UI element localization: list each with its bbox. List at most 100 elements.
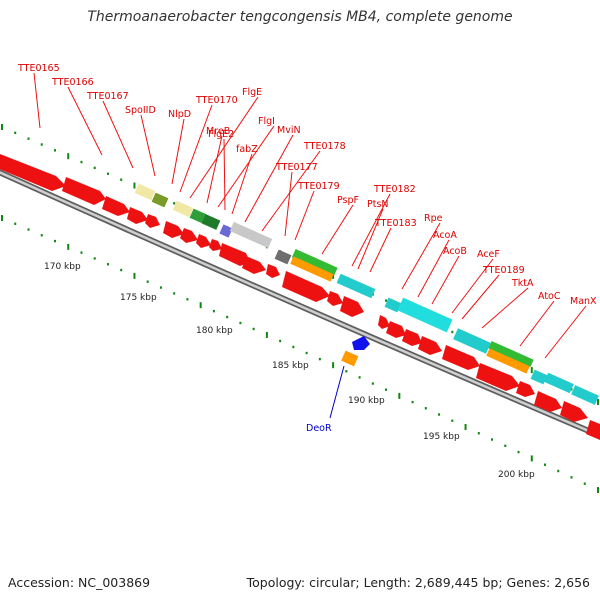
scale-tick [67,243,70,250]
feature-block [290,256,334,282]
leader-line [417,239,450,298]
scale-label: 195 kbp [423,432,460,442]
feature-row-upper [134,183,599,405]
cds-arrow [516,381,535,397]
scale-tick [40,143,43,146]
gene-label: Rpe [424,213,443,224]
leader-line [171,118,185,185]
gene-label: FlgE [242,87,262,98]
scale-tick [40,234,43,237]
scale-label: 175 kbp [120,293,157,303]
feature-block [336,273,376,299]
cds-arrow [586,420,600,440]
genome-summary: Topology: circular; Length: 2,689,445 bp… [246,575,590,590]
scale-tick [332,272,335,279]
cds-arrow [163,221,184,238]
gene-label: MreB [206,126,230,137]
leader-line [284,171,293,237]
scale-tick [530,455,533,462]
gene-label: TTE0166 [51,77,94,88]
leader-line [519,300,555,347]
scale-label: 190 kbp [348,396,385,406]
leader-line [67,86,103,156]
feature-block [134,183,156,201]
scale-tick [544,463,547,466]
scale-tick [438,413,441,416]
cds-arrow [442,345,480,370]
scale-label: 170 kbp [44,262,81,272]
scale-tick [199,302,202,309]
cds-arrow [219,243,250,266]
scale-tick [186,298,189,301]
scale-tick [53,239,56,243]
gene-label: SpoIID [125,105,156,116]
scale-tick [597,399,599,405]
gene-label: TTE0182 [373,184,416,195]
feature-block [486,348,530,374]
genome-backbone [0,169,600,439]
cds-arrow [62,177,106,205]
feature-block [292,248,338,276]
scale-tick [239,321,242,325]
cds-arrow [127,207,148,224]
scale-tick [1,215,3,221]
scale-tick [583,482,586,485]
gene-label: PtsN [367,199,389,210]
feature-block [151,192,169,208]
leader-line [140,114,156,177]
feature-block [219,224,233,238]
scale-tick [80,160,83,164]
cds-reverse [341,336,370,367]
scale-tick [120,268,123,272]
scale-tick [345,370,348,373]
feature-block [530,369,548,385]
scale-tick [411,400,414,404]
scale-tick [305,351,308,355]
cds-arrow [386,321,406,338]
scale-tick [332,362,335,369]
scale-tick [557,469,560,473]
genome-map: TTE0165 TTE0166 TTE0167 SpoIID NlpD TTE0170 Fl… [0,63,600,493]
leader-line [261,150,321,232]
scale-tick [67,153,70,160]
scale-tick [133,272,136,279]
leader-line [231,153,253,215]
cds-arrow [327,291,343,306]
cds-arrow [560,401,588,422]
feature-block [172,200,194,218]
scale-tick [14,222,17,225]
gene-label: AtoC [538,291,561,302]
map-title: Thermoanaerobacter tengcongensis MB4, co… [87,9,513,25]
gene-label: fabZ [236,144,258,155]
scale-tick [93,257,96,260]
cds-arrow [282,271,330,302]
scale-tick [371,382,374,385]
cds-arrow [242,256,266,274]
leader-line [223,138,226,211]
scale-tick [27,228,30,231]
scale-tick [93,166,96,170]
leader-line [544,305,587,359]
gene-label: TTE0178 [303,141,346,152]
scale-tick [212,309,215,313]
scale-tick [226,315,229,319]
scale-tick [292,345,295,349]
leader-line [244,134,294,223]
cds-arrows-forward [0,153,600,440]
scale-tick [159,286,162,289]
feature-block [189,208,207,224]
cds-arrow [0,153,66,191]
leader-line [369,227,392,273]
scale-label-layer: 170 kbp 175 kbp 180 kbp 185 kbp 190 kbp 195 k… [44,262,535,480]
label-leader-lines [33,72,587,359]
gene-label: TTE0165 [17,63,60,74]
scale-tick [279,339,282,343]
scale-label: 180 kbp [196,326,233,336]
gene-label: TTE0177 [275,162,318,173]
gene-label-layer: TTE0165 TTE0166 TTE0167 SpoIID NlpD TTE0170 Fl… [17,63,597,307]
scale-tick [385,299,388,302]
scale-tick [464,423,467,430]
scale-tick [477,432,480,435]
leader-line [294,190,315,241]
gene-label: FlgI [258,116,275,127]
